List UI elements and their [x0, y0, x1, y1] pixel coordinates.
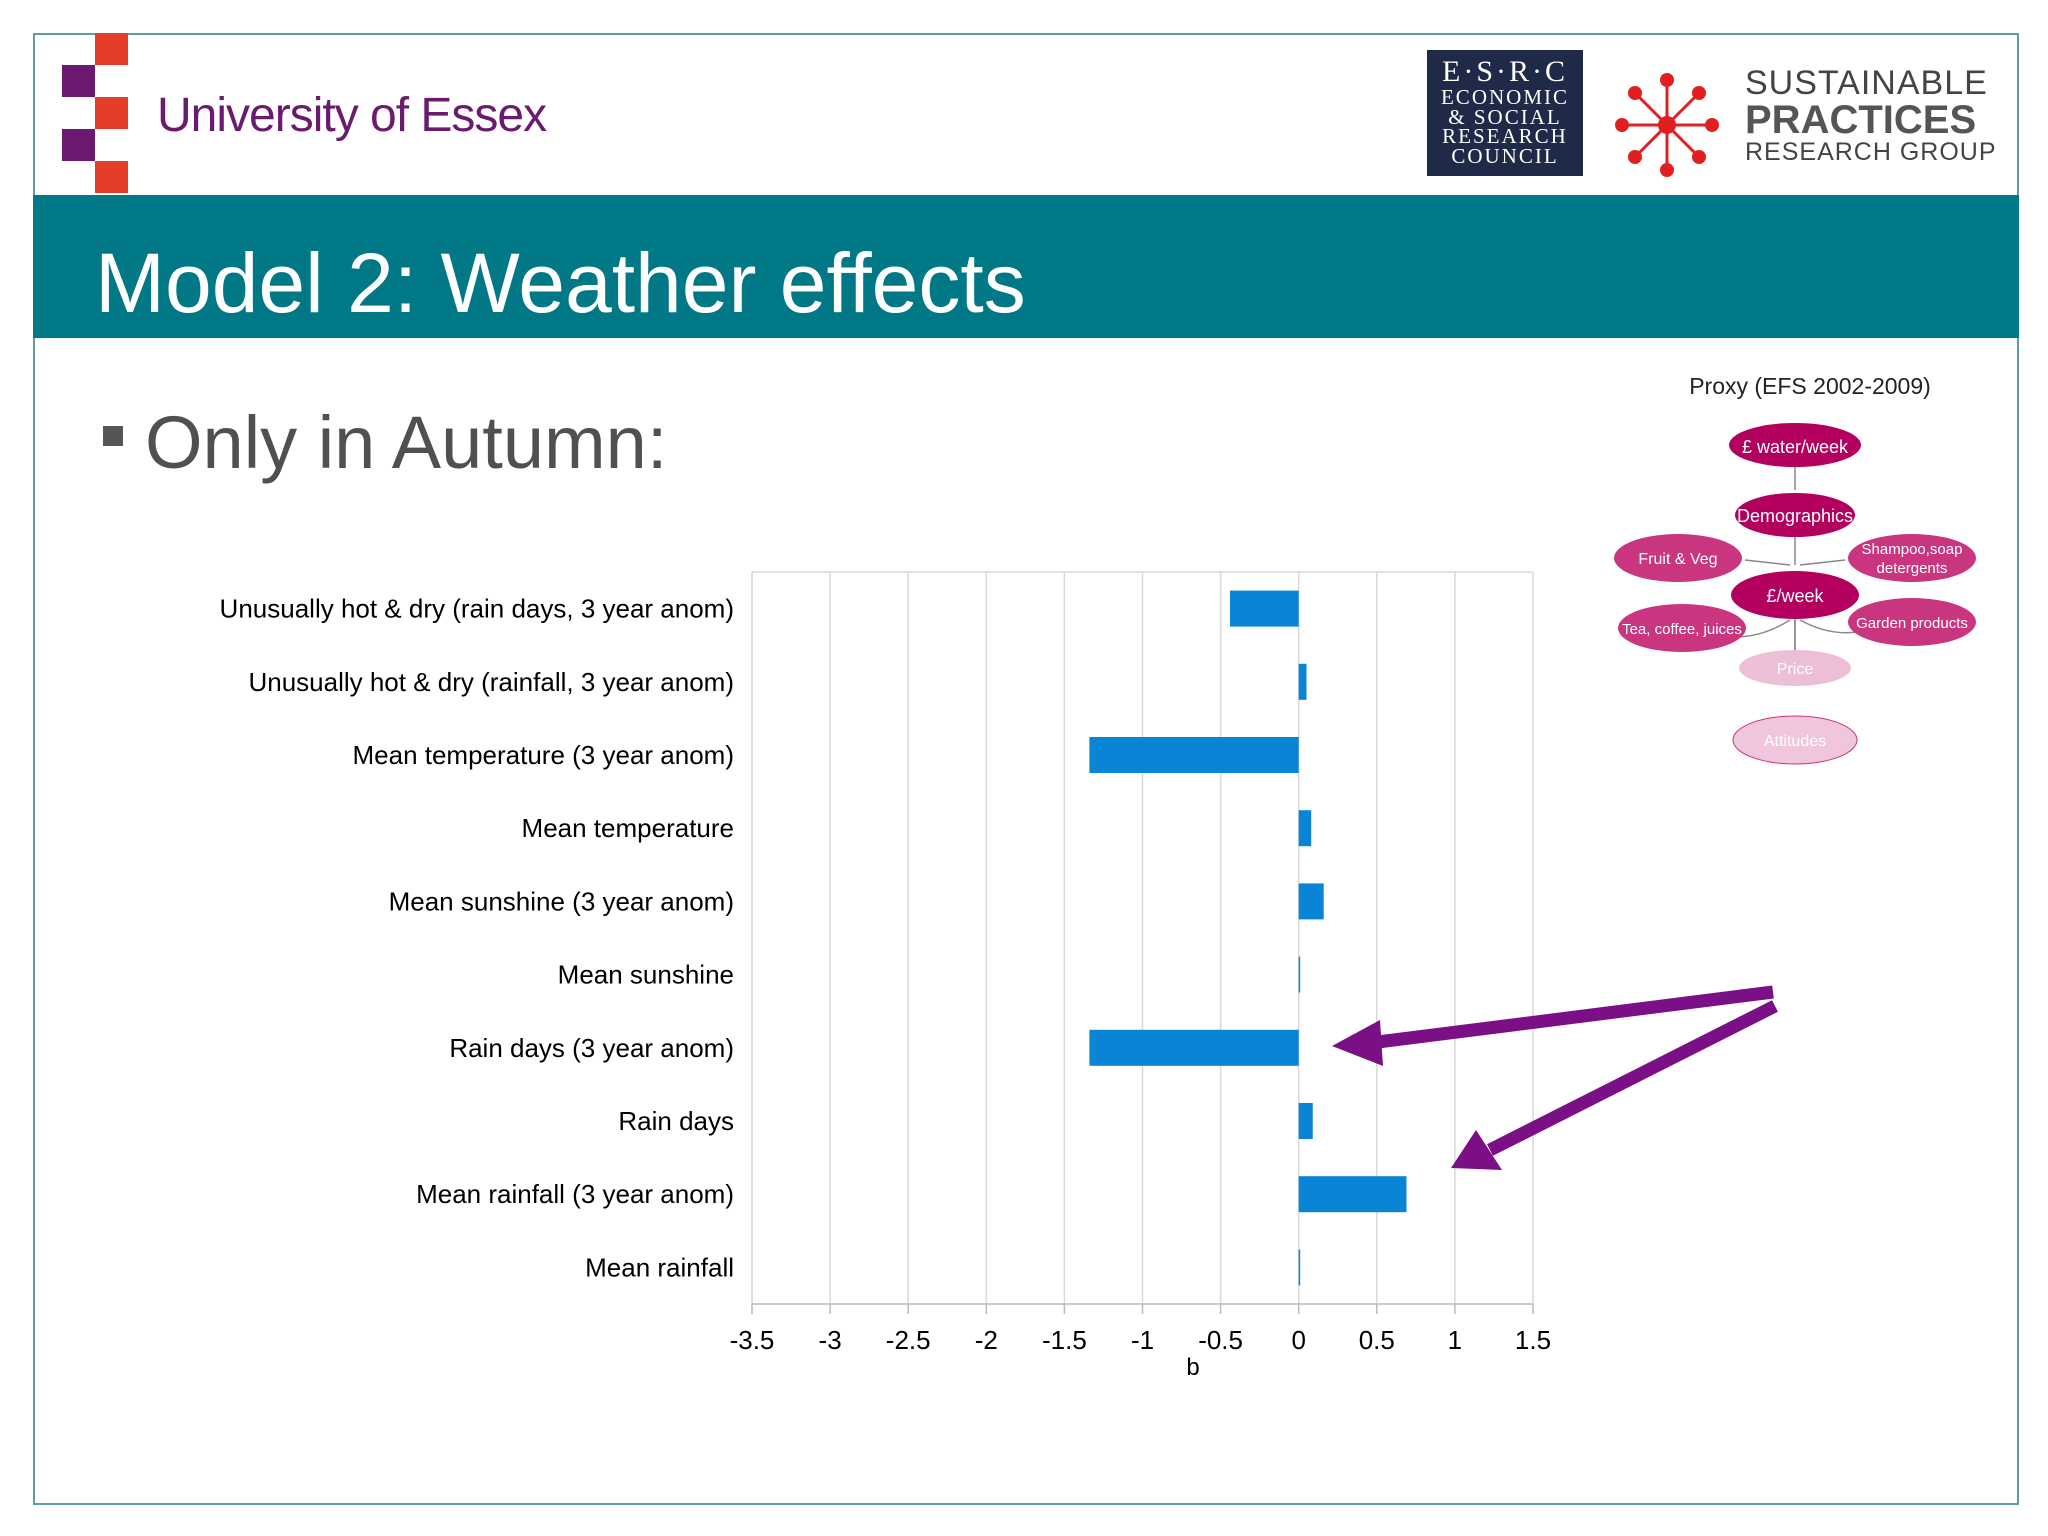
bar	[1298, 956, 1301, 993]
node-label: Fruit & Veg	[1638, 551, 1717, 568]
node-shampoo: Shampoo,soap detergents	[1848, 534, 1976, 582]
x-tick-label: -3.5	[730, 1325, 775, 1355]
bar	[1089, 737, 1299, 773]
category-label: Mean rainfall (3 year anom)	[416, 1179, 734, 1209]
x-tick-label: -2	[975, 1325, 998, 1355]
title-band	[33, 195, 2019, 338]
bar	[1298, 663, 1307, 700]
bar	[1229, 590, 1299, 627]
esrc-logo-line: & SOCIAL	[1448, 104, 1562, 129]
x-tick-label: 0.5	[1359, 1325, 1395, 1355]
bullet-text: Only in Autumn:	[145, 401, 668, 484]
x-tick-label: 1	[1448, 1325, 1462, 1355]
category-label: Mean rainfall	[585, 1252, 734, 1282]
arrow-line	[1487, 1000, 1778, 1156]
esrc-logo-line: RESEARCH	[1442, 124, 1568, 148]
category-label: Mean sunshine (3 year anom)	[389, 886, 734, 916]
bar	[1298, 1249, 1301, 1286]
esrc-logo-line: ECONOMIC	[1440, 85, 1569, 109]
category-label: Unusually hot & dry (rainfall, 3 year an…	[248, 667, 734, 697]
proxy-diagram-title: Proxy (EFS 2002-2009)	[1689, 373, 1931, 399]
category-label: Mean temperature (3 year anom)	[352, 740, 734, 770]
esrc-logo: E·S·R·C ECONOMIC & SOCIAL RESEARCH COUNC…	[1427, 50, 1583, 176]
bar	[1298, 810, 1312, 847]
bar	[1089, 1029, 1299, 1066]
node-label: Garden products	[1856, 615, 1968, 632]
annotation-arrows	[1332, 985, 1778, 1170]
network-icon	[1615, 73, 1719, 177]
node-label: detergents	[1877, 560, 1948, 577]
category-label: Mean sunshine	[558, 960, 734, 990]
x-axis-label: b	[1186, 1354, 1199, 1381]
esrc-logo-line: E·S·R·C	[1442, 55, 1568, 88]
arrow-head	[1332, 1020, 1383, 1066]
node-label: Demographics	[1737, 506, 1853, 526]
node-attitudes: Attitudes	[1732, 715, 1858, 765]
node-fruit: Fruit & Veg	[1614, 534, 1742, 582]
proxy-diagram: Proxy (EFS 2002-2009) £ water/week Demog…	[1614, 373, 1976, 765]
node-label: Price	[1777, 661, 1814, 678]
spr-logo-line: SUSTAINABLE	[1745, 64, 1988, 102]
node-price: Price	[1739, 650, 1851, 686]
node-label: Attitudes	[1764, 733, 1826, 750]
spr-logo-text: SUSTAINABLE PRACTICES RESEARCH GROUP	[1745, 66, 1997, 165]
esrc-logo-line: COUNCIL	[1451, 143, 1559, 168]
node-label: Shampoo,soap	[1862, 541, 1963, 558]
university-logo-text: University of Essex	[157, 89, 547, 142]
bar	[1298, 1176, 1407, 1213]
category-label: Rain days	[618, 1106, 734, 1136]
node-demographics: Demographics	[1735, 493, 1855, 537]
node-garden: Garden products	[1848, 598, 1976, 646]
node-label: Tea, coffee, juices	[1622, 621, 1742, 638]
category-label: Rain days (3 year anom)	[449, 1033, 734, 1063]
x-tick-label: -1	[1131, 1325, 1154, 1355]
node-label: £ water/week	[1742, 437, 1849, 457]
node-tea: Tea, coffee, juices	[1618, 604, 1746, 652]
x-tick-label: -0.5	[1198, 1325, 1243, 1355]
essex-logo-mark	[62, 33, 128, 193]
bar	[1298, 1103, 1313, 1139]
node-water: £ water/week	[1729, 423, 1861, 467]
slide-title: Model 2: Weather effects	[95, 236, 1026, 330]
spr-logo-line: RESEARCH GROUP	[1745, 138, 1997, 166]
arrow-line	[1377, 985, 1774, 1049]
x-tick-label: 1.5	[1515, 1325, 1551, 1355]
category-label: Unusually hot & dry (rain days, 3 year a…	[220, 594, 734, 624]
x-tick-label: 0	[1291, 1325, 1305, 1355]
x-tick-label: -1.5	[1042, 1325, 1087, 1355]
bar	[1298, 883, 1324, 920]
x-tick-label: -3	[819, 1325, 842, 1355]
spr-logo-line: PRACTICES	[1745, 98, 1977, 142]
node-label: £/week	[1766, 586, 1824, 606]
x-tick-label: -2.5	[886, 1325, 931, 1355]
node-week: £/week	[1731, 571, 1859, 619]
bullet-marker	[103, 426, 123, 446]
arrow-head	[1451, 1130, 1502, 1170]
category-label: Mean temperature	[522, 813, 734, 843]
